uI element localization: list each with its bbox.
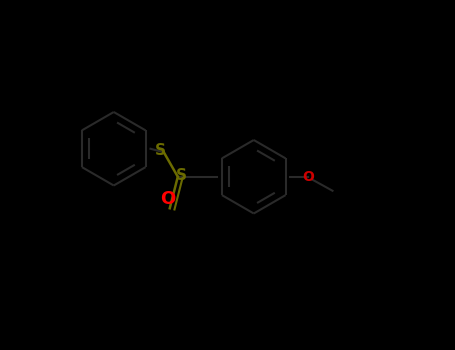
Text: O: O: [302, 170, 314, 184]
Text: S: S: [155, 143, 166, 158]
Text: O: O: [160, 190, 176, 209]
Text: S: S: [176, 168, 187, 182]
